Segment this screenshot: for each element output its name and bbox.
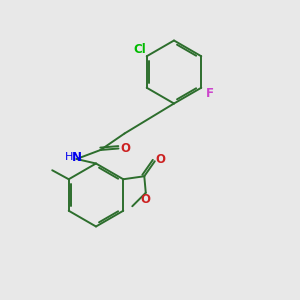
Text: N: N (71, 151, 82, 164)
Text: H: H (65, 152, 73, 163)
Text: O: O (120, 142, 130, 155)
Text: O: O (141, 193, 151, 206)
Text: O: O (155, 153, 165, 166)
Text: Cl: Cl (134, 43, 146, 56)
Text: F: F (206, 87, 214, 100)
